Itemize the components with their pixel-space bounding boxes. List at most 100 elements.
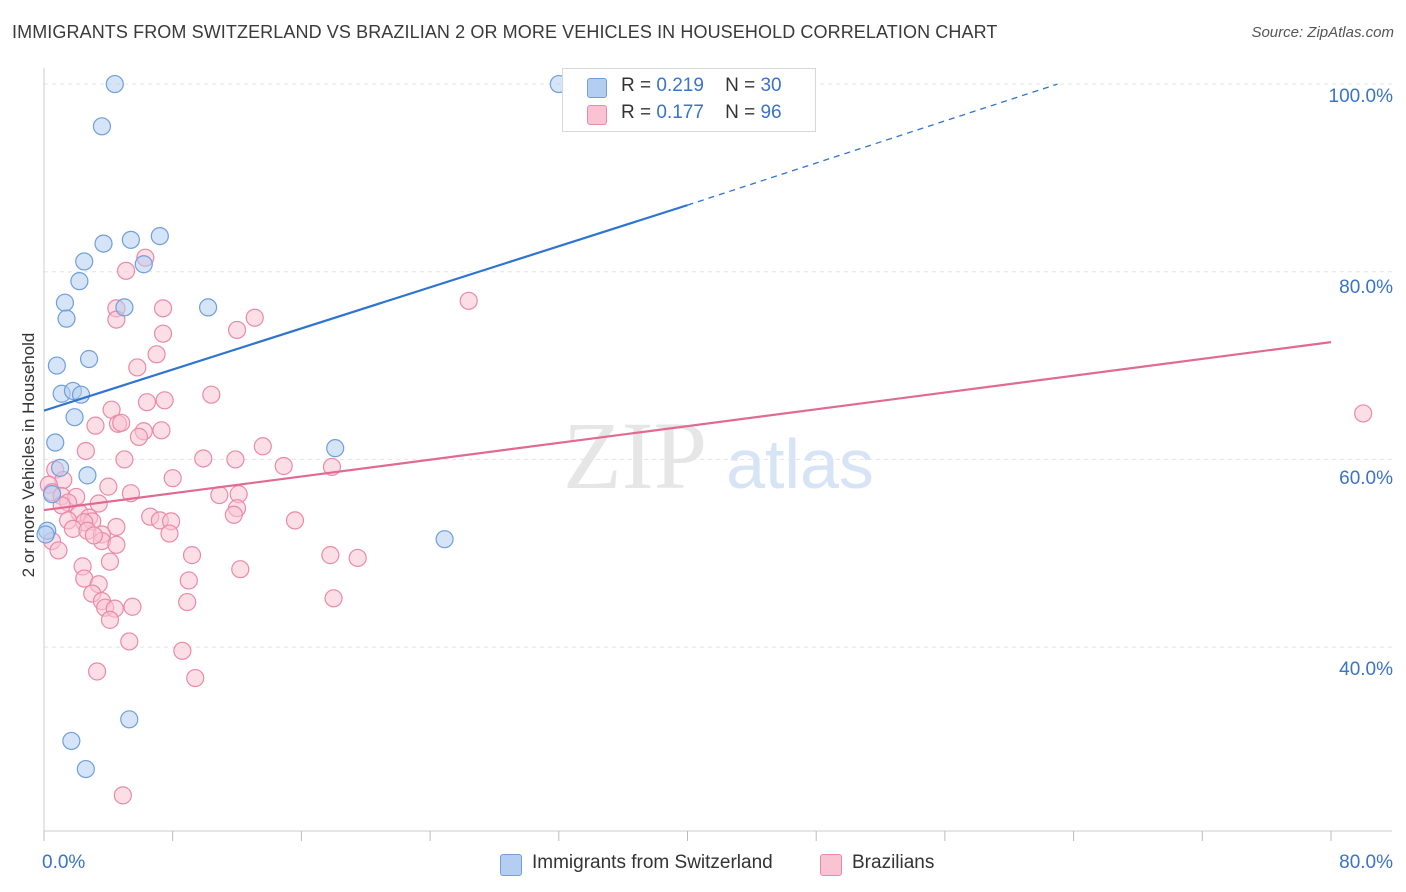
brazil-point <box>224 505 243 524</box>
chart-title: IMMIGRANTS FROM SWITZERLAND VS BRAZILIAN… <box>12 22 998 42</box>
bottom-legend-swatch-brazil <box>820 854 842 876</box>
trend-lines <box>43 83 1332 512</box>
swiss-point <box>79 349 99 369</box>
swiss-point <box>134 255 153 274</box>
x-tick-label-max: 80.0% <box>1339 852 1393 873</box>
swiss-point <box>71 385 91 404</box>
brazil-point <box>137 393 157 412</box>
legend-brazil-n-value: 96 <box>760 102 782 123</box>
brazil-point <box>155 391 174 410</box>
legend-brazil-n-label: N = <box>725 102 756 123</box>
brazil-point <box>186 668 205 688</box>
legend-swatch-swiss <box>587 78 607 98</box>
brazil-point <box>324 589 343 608</box>
brazil-point <box>274 456 293 476</box>
legend: R = 0.219 N = 30 R = 0.177 N = 96 <box>562 68 816 132</box>
y-axis-title: 2 or more Vehicles in Household <box>19 332 38 578</box>
swiss-points <box>36 74 568 779</box>
x-tick-label-min: 0.0% <box>42 852 86 873</box>
swiss-point <box>47 356 66 375</box>
brazil-point <box>245 308 264 327</box>
legend-brazil-r-label: R = <box>621 102 652 123</box>
brazil-point <box>182 546 202 565</box>
brazil-point <box>227 320 247 340</box>
brazil-point <box>285 511 305 530</box>
brazil-point <box>147 345 166 364</box>
swiss-point <box>57 309 76 328</box>
brazil-point <box>160 524 179 543</box>
brazil-point <box>1354 404 1373 423</box>
swiss-point <box>55 293 75 312</box>
swiss-point <box>435 530 454 549</box>
swiss-point <box>120 710 139 729</box>
brazil-point <box>178 592 197 612</box>
brazil-point <box>226 450 245 469</box>
brazil-trend-line <box>43 341 1332 512</box>
brazil-point <box>84 526 103 545</box>
y-tick-label-80: 80.0% <box>1339 277 1393 298</box>
brazil-point <box>253 437 272 456</box>
brazil-point <box>107 535 126 554</box>
swiss-point <box>62 731 81 751</box>
brazil-point <box>459 291 478 310</box>
brazil-point <box>153 299 173 318</box>
brazil-point <box>87 662 107 681</box>
brazil-point <box>152 421 171 440</box>
swiss-point <box>76 759 95 779</box>
brazil-point <box>348 548 367 568</box>
brazil-point <box>120 632 139 651</box>
brazil-point <box>128 358 147 377</box>
brazil-point <box>163 469 182 488</box>
swiss-point <box>36 525 55 544</box>
legend-swiss-n-value: 30 <box>760 75 782 96</box>
brazil-point <box>76 441 95 461</box>
watermark-atlas: atlas <box>726 425 874 503</box>
brazil-point <box>321 546 340 565</box>
swiss-point <box>198 298 218 317</box>
swiss-point <box>70 272 89 291</box>
swiss-point <box>75 252 94 271</box>
y-tick-label-40: 40.0% <box>1339 659 1393 680</box>
brazil-point <box>49 541 68 560</box>
swiss-point <box>121 230 140 249</box>
swiss-point <box>105 74 124 94</box>
swiss-trend-extension <box>687 83 1058 206</box>
brazil-point <box>173 641 192 660</box>
brazil-point <box>194 449 213 468</box>
bottom-legend-swatch-swiss <box>500 854 522 876</box>
bottom-legend-label-swiss: Immigrants from Switzerland <box>532 852 773 873</box>
legend-brazil-r-value: 0.177 <box>656 102 704 123</box>
brazil-point <box>123 597 142 616</box>
watermark-zip: ZIP <box>563 402 707 509</box>
brazil-point <box>100 610 120 629</box>
brazil-point <box>115 450 134 469</box>
brazil-point <box>153 324 173 343</box>
y-tick-label-100: 100.0% <box>1328 86 1393 107</box>
swiss-point <box>65 408 84 427</box>
brazil-point <box>113 786 132 805</box>
swiss-point <box>78 466 97 485</box>
brazil-point <box>112 413 131 432</box>
axes <box>43 68 1392 841</box>
legend-swiss-r-label: R = <box>621 75 652 96</box>
brazil-point <box>107 517 126 537</box>
brazil-point <box>231 560 250 579</box>
brazil-point <box>129 427 149 446</box>
brazil-point <box>86 416 105 435</box>
brazil-point <box>100 552 120 571</box>
swiss-point <box>94 234 113 253</box>
swiss-point <box>42 485 62 504</box>
bottom-legend-label-brazil: Brazilians <box>852 852 935 873</box>
swiss-point <box>326 439 345 458</box>
swiss-point <box>150 226 169 246</box>
brazil-point <box>99 477 118 496</box>
brazil-point <box>210 485 229 505</box>
brazil-point <box>116 261 136 280</box>
swiss-point <box>46 433 65 452</box>
brazil-point <box>179 571 198 590</box>
swiss-point <box>50 458 70 477</box>
y-tick-label-60: 60.0% <box>1339 468 1393 489</box>
source-label: Source: ZipAtlas.com <box>1251 24 1394 41</box>
swiss-point <box>92 117 112 136</box>
